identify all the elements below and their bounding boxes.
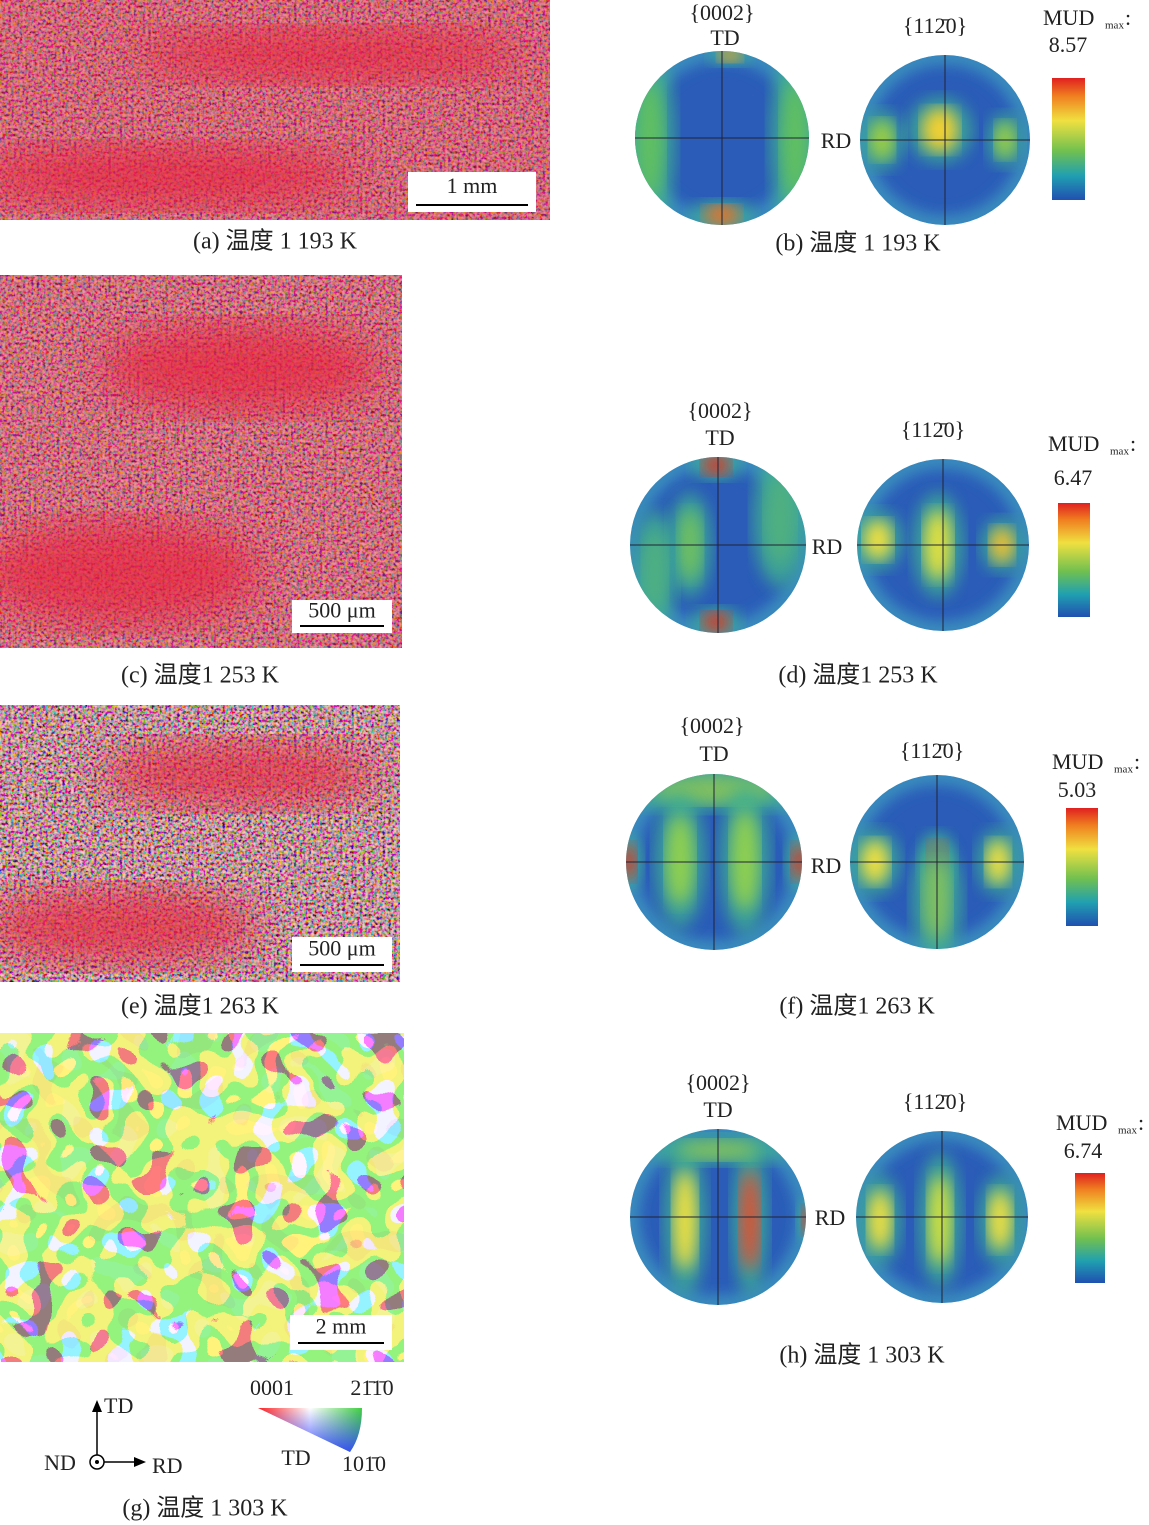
pole-halo — [797, 1199, 806, 1241]
pole-label: {112̄0} — [903, 1089, 967, 1114]
red-band — [100, 741, 380, 808]
scale-bar-label: 2 mm — [316, 1314, 367, 1339]
ebsd-map — [0, 705, 400, 982]
mud-sub: max — [1110, 446, 1129, 458]
scale-bar-label: 500 μm — [308, 598, 375, 623]
red-band — [100, 323, 382, 414]
pole-rd: RD — [812, 534, 843, 559]
pole-spot — [636, 80, 664, 200]
pole-label: {112̄0} — [903, 13, 967, 38]
pole-body — [850, 775, 1024, 949]
pole-spot — [928, 1175, 952, 1265]
map-noise — [0, 1033, 404, 1362]
pole-td: TD — [710, 25, 739, 50]
mud-colon: : — [1125, 5, 1131, 30]
colorbar — [1066, 808, 1098, 926]
pole-label: {112̄0} — [901, 417, 965, 442]
pole-spot — [740, 1170, 760, 1270]
pole-label: {112̄0} — [900, 738, 964, 763]
red-band — [137, 28, 523, 82]
pole-body — [856, 1131, 1028, 1303]
pole-spot — [666, 815, 694, 905]
caption: (h) 温度 1 303 K — [779, 1342, 945, 1369]
mud-value: 6.74 — [1064, 1138, 1103, 1163]
mud-label: MUD — [1052, 749, 1103, 774]
colorbar — [1058, 503, 1090, 617]
map-body — [0, 0, 550, 220]
mud-sub: max — [1114, 764, 1133, 776]
map-body — [0, 275, 402, 648]
ebsd-map — [0, 275, 402, 648]
mud-sub: max — [1105, 20, 1124, 32]
caption: (g) 温度 1 303 K — [122, 1495, 288, 1522]
scale-bar-box — [292, 937, 392, 972]
rd-arrowhead — [134, 1457, 146, 1467]
pole-spot — [922, 108, 958, 152]
scale-bar-box — [290, 1315, 392, 1350]
caption: (a) 温度 1 193 K — [193, 228, 358, 255]
mud-label: MUD — [1056, 1110, 1107, 1135]
mud-label: MUD — [1043, 5, 1094, 30]
mud-value: 5.03 — [1058, 777, 1097, 802]
pole-spot — [731, 810, 759, 910]
scale-bar-box — [292, 600, 392, 633]
red-band — [0, 887, 260, 966]
ebsd-map — [0, 0, 550, 220]
map-body — [0, 1033, 404, 1362]
caption: (c) 温度1 253 K — [121, 662, 280, 689]
pole-spot — [702, 612, 730, 632]
pole-spot — [988, 1190, 1012, 1250]
mud-sub: max — [1118, 1125, 1137, 1137]
mud-colon: : — [1134, 749, 1140, 774]
pole-td: TD — [703, 1097, 732, 1122]
caption: (e) 温度1 263 K — [121, 993, 280, 1020]
ipf-label: TD — [281, 1445, 310, 1470]
mud-colon: : — [1138, 1110, 1144, 1135]
mud-value: 6.47 — [1054, 465, 1093, 490]
pole-figure — [856, 1131, 1028, 1303]
pole-rd: RD — [815, 1205, 846, 1230]
ebsd-map — [0, 1033, 404, 1362]
pole-spot — [868, 1190, 892, 1250]
pole-label: {0002} — [679, 713, 744, 738]
pole-spot — [643, 530, 667, 610]
td-arrowhead — [92, 1400, 102, 1412]
mud-label: MUD — [1048, 431, 1099, 456]
pole-spot — [702, 457, 730, 475]
mud-colon: : — [1130, 431, 1136, 456]
pole-td: TD — [699, 741, 728, 766]
scale-bar-label: 500 μm — [308, 936, 375, 961]
ipf-triangle-blue — [258, 1408, 362, 1452]
pole-spot — [864, 520, 892, 560]
pole-td: TD — [705, 425, 734, 450]
map-body — [0, 705, 400, 982]
pole-figure — [850, 775, 1024, 949]
red-band — [0, 145, 358, 207]
colorbar — [1075, 1173, 1105, 1283]
pole-label: {0002} — [687, 398, 752, 423]
pole-label: {0002} — [689, 0, 754, 25]
colorbar — [1052, 78, 1085, 200]
pole-label: {0002} — [685, 1070, 750, 1095]
caption: (f) 温度1 263 K — [779, 993, 935, 1020]
nd-dot — [95, 1460, 99, 1464]
pole-rd: RD — [811, 853, 842, 878]
pole-spot — [781, 80, 809, 200]
mud-value: 8.57 — [1049, 32, 1088, 57]
caption: (b) 温度 1 193 K — [775, 230, 941, 257]
pole-rd: RD — [821, 128, 852, 153]
caption: (d) 温度1 253 K — [778, 662, 938, 689]
ipf-label: 0001 — [250, 1375, 294, 1400]
axis-label: ND — [44, 1450, 76, 1475]
axis-label: RD — [152, 1453, 183, 1478]
pole-spot — [765, 475, 795, 565]
ipf-label: 21̄1̄0 — [350, 1375, 393, 1400]
axis-label: TD — [104, 1393, 133, 1418]
red-band — [0, 521, 262, 626]
scale-bar-label: 1 mm — [447, 173, 498, 198]
pole-spot — [802, 1206, 806, 1234]
ipf-label: 101̄0 — [342, 1451, 386, 1476]
pole-spot — [673, 1170, 697, 1270]
